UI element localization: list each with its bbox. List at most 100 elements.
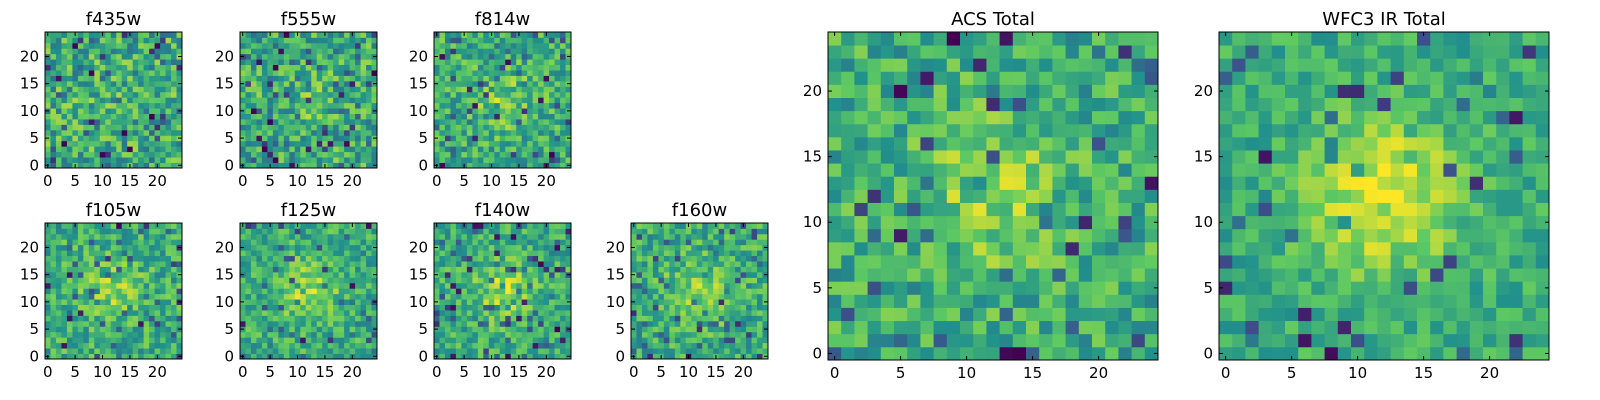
heatmap-cell xyxy=(488,102,495,109)
heatmap-cell xyxy=(691,337,698,344)
heatmap-cell xyxy=(521,239,528,246)
heatmap-cell xyxy=(289,129,296,136)
heatmap-cell xyxy=(66,223,73,229)
heatmap-cell xyxy=(1026,320,1040,335)
heatmap-cell xyxy=(521,140,528,147)
heatmap-cell xyxy=(718,277,725,284)
heatmap-cell xyxy=(757,320,763,327)
heatmap-cell xyxy=(521,228,528,235)
heatmap-cell xyxy=(549,162,555,169)
heatmap-cell xyxy=(521,223,528,229)
heatmap-cell xyxy=(746,326,752,333)
heatmap-cell xyxy=(278,151,285,158)
heatmap-cell xyxy=(439,277,446,284)
heatmap-cell xyxy=(532,113,539,120)
heatmap-cell xyxy=(680,353,687,360)
heatmap-cell xyxy=(322,157,329,163)
heatmap-cell xyxy=(132,37,139,44)
heatmap-cell xyxy=(461,299,468,305)
heatmap-cell xyxy=(505,113,512,120)
heatmap-cell xyxy=(455,37,462,44)
heatmap-cell xyxy=(371,223,378,229)
heatmap-cell xyxy=(757,337,763,344)
heatmap-cell xyxy=(499,299,506,305)
heatmap-cell xyxy=(729,337,736,344)
heatmap-cell xyxy=(516,250,523,257)
heatmap-cell xyxy=(702,315,709,322)
heatmap-cell xyxy=(434,348,440,354)
heatmap-cell xyxy=(278,342,285,349)
heatmap-cell xyxy=(121,315,128,322)
heatmap-cell xyxy=(360,151,367,158)
heatmap-cell xyxy=(294,228,301,235)
heatmap-cell xyxy=(77,157,84,163)
heatmap-cell xyxy=(261,119,268,125)
heatmap-cell xyxy=(960,333,974,348)
heatmap-cell xyxy=(278,59,285,66)
heatmap-cell xyxy=(256,293,263,300)
heatmap-cell xyxy=(371,342,378,349)
heatmap-cell xyxy=(735,239,741,246)
heatmap-cell xyxy=(333,162,340,169)
heatmap-cell xyxy=(121,53,128,60)
heatmap-cell xyxy=(316,42,323,49)
heatmap-cell xyxy=(494,304,501,311)
heatmap-cell xyxy=(338,113,345,120)
heatmap-cell xyxy=(560,80,566,87)
heatmap-cell xyxy=(88,108,95,114)
heatmap-cell xyxy=(499,337,506,344)
heatmap-cell xyxy=(94,146,101,153)
heatmap-cell xyxy=(311,282,318,289)
heatmap-cell xyxy=(973,281,987,295)
heatmap-cell xyxy=(72,75,79,82)
heatmap-cell xyxy=(450,157,457,163)
heatmap-cell xyxy=(171,348,177,354)
heatmap-cell xyxy=(300,162,307,169)
heatmap-cell xyxy=(434,64,440,71)
heatmap-cell xyxy=(294,337,301,344)
heatmap-cell xyxy=(1039,255,1053,269)
heatmap-cell xyxy=(105,266,112,273)
heatmap-cell xyxy=(532,299,539,305)
heatmap-cell xyxy=(461,140,468,147)
heatmap-cell xyxy=(349,146,356,153)
heatmap-cell xyxy=(483,266,490,273)
heatmap-cell xyxy=(505,288,512,295)
heatmap-cell xyxy=(322,337,329,344)
heatmap-cell xyxy=(160,146,166,153)
heatmap-cell xyxy=(366,135,372,142)
heatmap-cell xyxy=(132,124,139,131)
heatmap-cell xyxy=(116,129,123,136)
heatmap-cell xyxy=(294,348,301,354)
heatmap-cell xyxy=(538,233,544,240)
heatmap-cell xyxy=(565,124,572,131)
heatmap-cell xyxy=(532,244,539,251)
heatmap-cell xyxy=(973,333,987,348)
heatmap-cell xyxy=(138,239,145,246)
heatmap-cell xyxy=(110,124,117,131)
heatmap-cell xyxy=(316,86,323,93)
heatmap-cell xyxy=(647,337,654,344)
heatmap-cell xyxy=(735,331,741,338)
heatmap-cell xyxy=(261,80,268,87)
heatmap-cell xyxy=(110,42,117,49)
heatmap-cell xyxy=(110,64,117,71)
heatmap-cell xyxy=(516,244,523,251)
heatmap-cell xyxy=(283,271,290,278)
heatmap-cell xyxy=(143,102,150,109)
heatmap-cell xyxy=(1012,202,1027,217)
heatmap-cell xyxy=(344,233,350,240)
heatmap-cell xyxy=(880,202,895,217)
heatmap-cell xyxy=(283,48,290,55)
heatmap-cell xyxy=(1039,215,1053,230)
heatmap-cell xyxy=(1131,163,1146,177)
heatmap-cell xyxy=(344,97,350,104)
heatmap-cell xyxy=(762,320,769,327)
heatmap-cell xyxy=(658,282,665,289)
heatmap-cell xyxy=(61,326,68,333)
heatmap-cell xyxy=(527,70,534,76)
heatmap-cell xyxy=(549,342,555,349)
heatmap-cell xyxy=(316,135,323,142)
heatmap-cell xyxy=(355,223,361,229)
heatmap-cell xyxy=(516,80,523,87)
